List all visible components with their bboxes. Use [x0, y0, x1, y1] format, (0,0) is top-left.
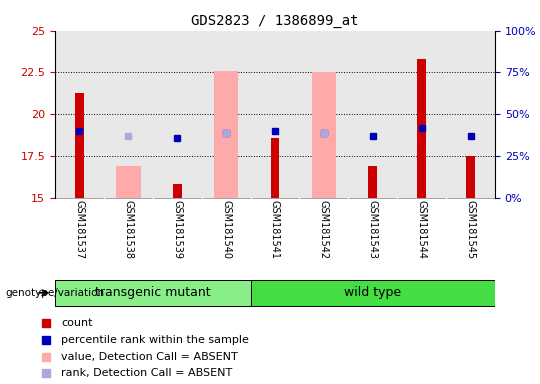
Bar: [201, 31, 251, 198]
Title: GDS2823 / 1386899_at: GDS2823 / 1386899_at: [191, 14, 359, 28]
Text: GSM181544: GSM181544: [417, 200, 427, 259]
Text: GSM181539: GSM181539: [172, 200, 182, 259]
Bar: [251, 31, 300, 198]
Bar: [153, 31, 201, 198]
Text: percentile rank within the sample: percentile rank within the sample: [61, 335, 249, 345]
Bar: [300, 31, 348, 198]
Bar: [173, 184, 181, 198]
Bar: [116, 166, 140, 198]
Bar: [251, 280, 495, 306]
Text: genotype/variation: genotype/variation: [5, 288, 105, 298]
Bar: [271, 137, 279, 198]
Text: count: count: [61, 318, 92, 328]
Bar: [312, 73, 336, 198]
Text: GSM181538: GSM181538: [123, 200, 133, 259]
Bar: [75, 93, 84, 198]
Text: GSM181542: GSM181542: [319, 200, 329, 259]
Text: transgenic mutant: transgenic mutant: [95, 286, 211, 299]
Bar: [104, 31, 153, 198]
Text: GSM181545: GSM181545: [465, 200, 476, 259]
Text: GSM181540: GSM181540: [221, 200, 231, 259]
Text: rank, Detection Call = ABSENT: rank, Detection Call = ABSENT: [61, 368, 232, 378]
Bar: [214, 71, 238, 198]
Bar: [55, 280, 251, 306]
Text: GSM181537: GSM181537: [75, 200, 84, 259]
Bar: [397, 31, 446, 198]
Bar: [348, 31, 397, 198]
Text: wild type: wild type: [344, 286, 401, 299]
Text: value, Detection Call = ABSENT: value, Detection Call = ABSENT: [61, 352, 238, 362]
Bar: [466, 156, 475, 198]
Text: GSM181543: GSM181543: [368, 200, 378, 259]
Bar: [368, 166, 377, 198]
Bar: [55, 31, 104, 198]
Bar: [446, 31, 495, 198]
Bar: [417, 59, 426, 198]
Text: GSM181541: GSM181541: [270, 200, 280, 259]
